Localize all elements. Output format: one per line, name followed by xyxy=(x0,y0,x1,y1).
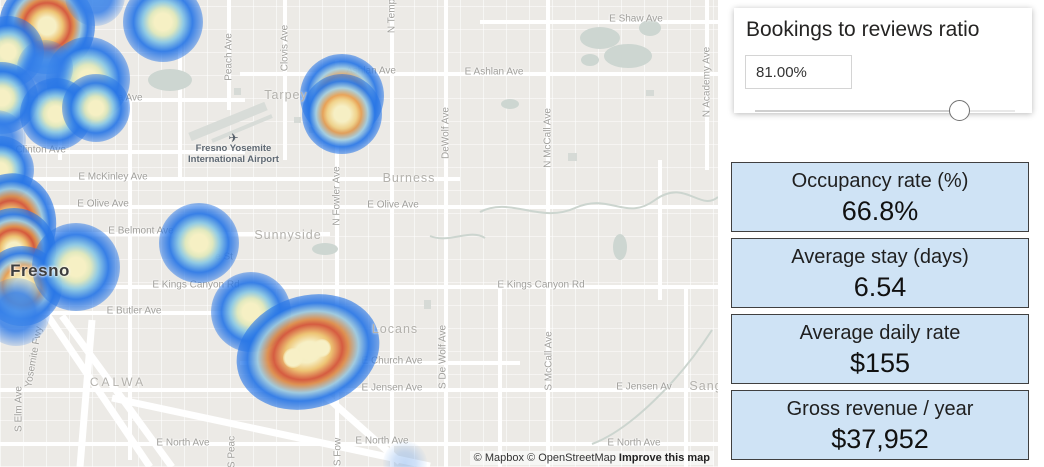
slider-handle[interactable] xyxy=(949,100,971,121)
improve-map-link[interactable]: Improve this map xyxy=(618,452,710,464)
kpi-title: Gross revenue / year xyxy=(786,398,974,420)
kpi-card-gross-revenue: Gross revenue / year $37,952 xyxy=(731,390,1029,460)
map-canvas[interactable]: ✈ Fresno Yosemite International Airport … xyxy=(0,0,718,467)
kpi-value: 66.8% xyxy=(841,196,919,226)
panel-title: Bookings to reviews ratio xyxy=(746,18,980,41)
slider-track-fill[interactable] xyxy=(755,110,961,112)
kpi-cards: Occupancy rate (%) 66.8% Average stay (d… xyxy=(731,162,1029,466)
map-roads-layer xyxy=(148,20,718,445)
kpi-value: 6.54 xyxy=(853,272,907,302)
kpi-title: Average stay (days) xyxy=(791,246,969,268)
ratio-value-input[interactable] xyxy=(745,55,852,89)
ratio-slider xyxy=(755,100,1015,122)
kpi-card-occupancy-rate: Occupancy rate (%) 66.8% xyxy=(731,162,1029,232)
map-attribution: © Mapbox © OpenStreetMap Improve this ma… xyxy=(469,451,714,465)
mapbox-attribution-link[interactable]: © Mapbox xyxy=(473,452,524,464)
kpi-card-average-daily-rate: Average daily rate $155 xyxy=(731,314,1029,384)
bookings-ratio-panel: Bookings to reviews ratio xyxy=(734,8,1032,121)
kpi-card-average-stay: Average stay (days) 6.54 xyxy=(731,238,1029,308)
kpi-value: $155 xyxy=(849,348,911,378)
osm-attribution-link[interactable]: © OpenStreetMap xyxy=(527,452,616,464)
kpi-value: $37,952 xyxy=(831,424,929,454)
kpi-title: Occupancy rate (%) xyxy=(791,170,969,192)
kpi-title: Average daily rate xyxy=(799,322,961,344)
